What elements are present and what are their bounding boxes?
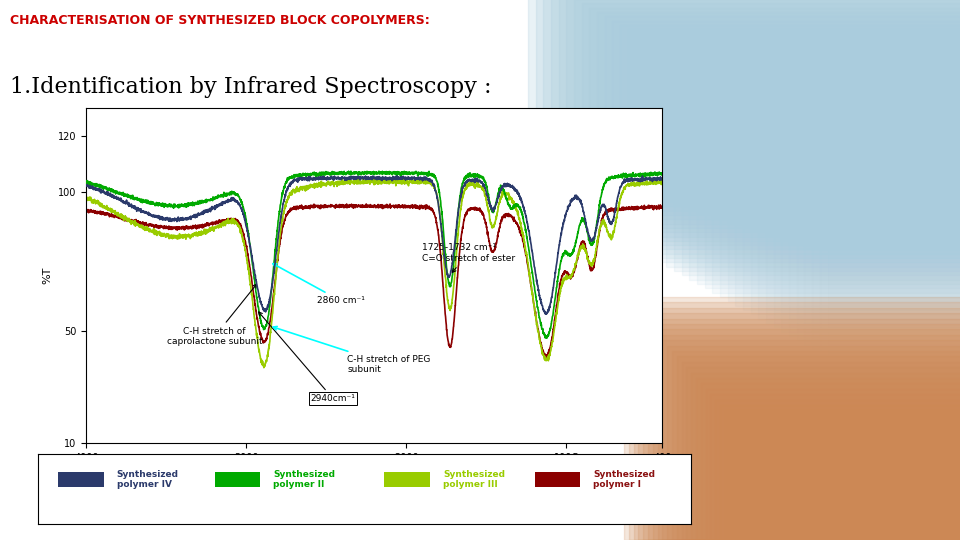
Bar [674,55,960,271]
Text: Synthesized
polymer I: Synthesized polymer I [593,470,656,489]
Text: 2940cm⁻¹: 2940cm⁻¹ [258,312,355,403]
Bar [697,68,960,284]
Bar [648,324,960,540]
Bar [789,120,960,336]
Text: CHARACTERISATION OF SYNTHESIZED BLOCK COPOLYMERS:: CHARACTERISATION OF SYNTHESIZED BLOCK CO… [10,14,429,27]
Bar [559,0,960,206]
Bar [778,470,960,540]
Bar [743,94,960,310]
Bar [802,497,960,540]
Bar [682,59,960,275]
Bar [763,454,960,540]
Bar [605,16,960,232]
Bar [628,29,960,245]
Bar [536,0,960,193]
Bar [735,90,960,306]
Bar [612,21,960,237]
Bar [662,340,960,540]
Bar [720,405,960,540]
Bar [566,0,960,211]
Bar [638,313,960,540]
Bar [543,0,960,198]
Bar [651,42,960,258]
Bar [749,437,960,540]
Bar [773,464,960,540]
Bar [828,141,960,357]
Bar [689,64,960,280]
Bar [682,362,960,540]
Bar [705,72,960,288]
Bar [774,111,960,327]
Bar [820,137,960,353]
Bar [792,486,960,540]
Bar [758,103,960,319]
Bar [659,46,960,262]
Text: 1.Identification by Infrared Spectroscopy :: 1.Identification by Infrared Spectroscop… [10,76,492,98]
Text: 1725-1732 cm⁻¹
C=O stretch of ester: 1725-1732 cm⁻¹ C=O stretch of ester [422,244,516,272]
Bar [643,38,960,254]
Bar [806,502,960,540]
Bar [730,416,960,540]
Bar [766,107,960,323]
Bar [751,98,960,314]
Text: C-H stretch of
caprolactone subunit: C-H stretch of caprolactone subunit [167,284,262,347]
Bar [725,410,960,540]
Bar [58,472,104,487]
Bar [384,472,430,487]
Bar [728,85,960,301]
Bar [667,346,960,540]
Bar [658,335,960,540]
Y-axis label: %T: %T [42,267,53,284]
Bar [696,378,960,540]
Bar [582,3,960,219]
Bar [215,472,260,487]
Bar [782,475,960,540]
Bar [597,12,960,228]
Bar [758,448,960,540]
Bar [535,472,580,487]
Bar [677,356,960,540]
Bar [710,394,960,540]
Bar [744,432,960,540]
Bar [712,77,960,293]
Bar [629,302,960,540]
Bar [636,33,960,249]
Bar [739,427,960,540]
Bar [787,481,960,540]
Text: Synthesized
polymer II: Synthesized polymer II [274,470,335,489]
Bar [589,8,960,224]
Bar [734,421,960,540]
Text: Synthesized
polymer IV: Synthesized polymer IV [117,470,179,489]
Bar [720,81,960,297]
Bar [653,329,960,540]
Bar [706,389,960,540]
Bar [715,400,960,540]
Bar [620,25,960,241]
Bar [528,0,960,189]
X-axis label: Wavenumber [cm-1]: Wavenumber [cm-1] [324,468,424,478]
Bar [634,308,960,540]
Bar [768,459,960,540]
Text: 2860 cm⁻¹: 2860 cm⁻¹ [273,264,365,305]
Bar [574,0,960,215]
Bar [797,491,960,540]
Bar [643,319,960,540]
Bar [691,373,960,540]
Bar [811,508,960,540]
Text: C-H stretch of PEG
subunit: C-H stretch of PEG subunit [274,327,431,374]
Bar [551,0,960,202]
Bar [754,443,960,540]
Bar [672,351,960,540]
Bar [624,297,960,540]
Bar [797,124,960,340]
Bar [701,383,960,540]
Bar [666,51,960,267]
Bar [804,129,960,345]
Bar [812,133,960,349]
Bar [781,116,960,332]
Bar [686,367,960,540]
Text: Synthesized
polymer III: Synthesized polymer III [444,470,505,489]
